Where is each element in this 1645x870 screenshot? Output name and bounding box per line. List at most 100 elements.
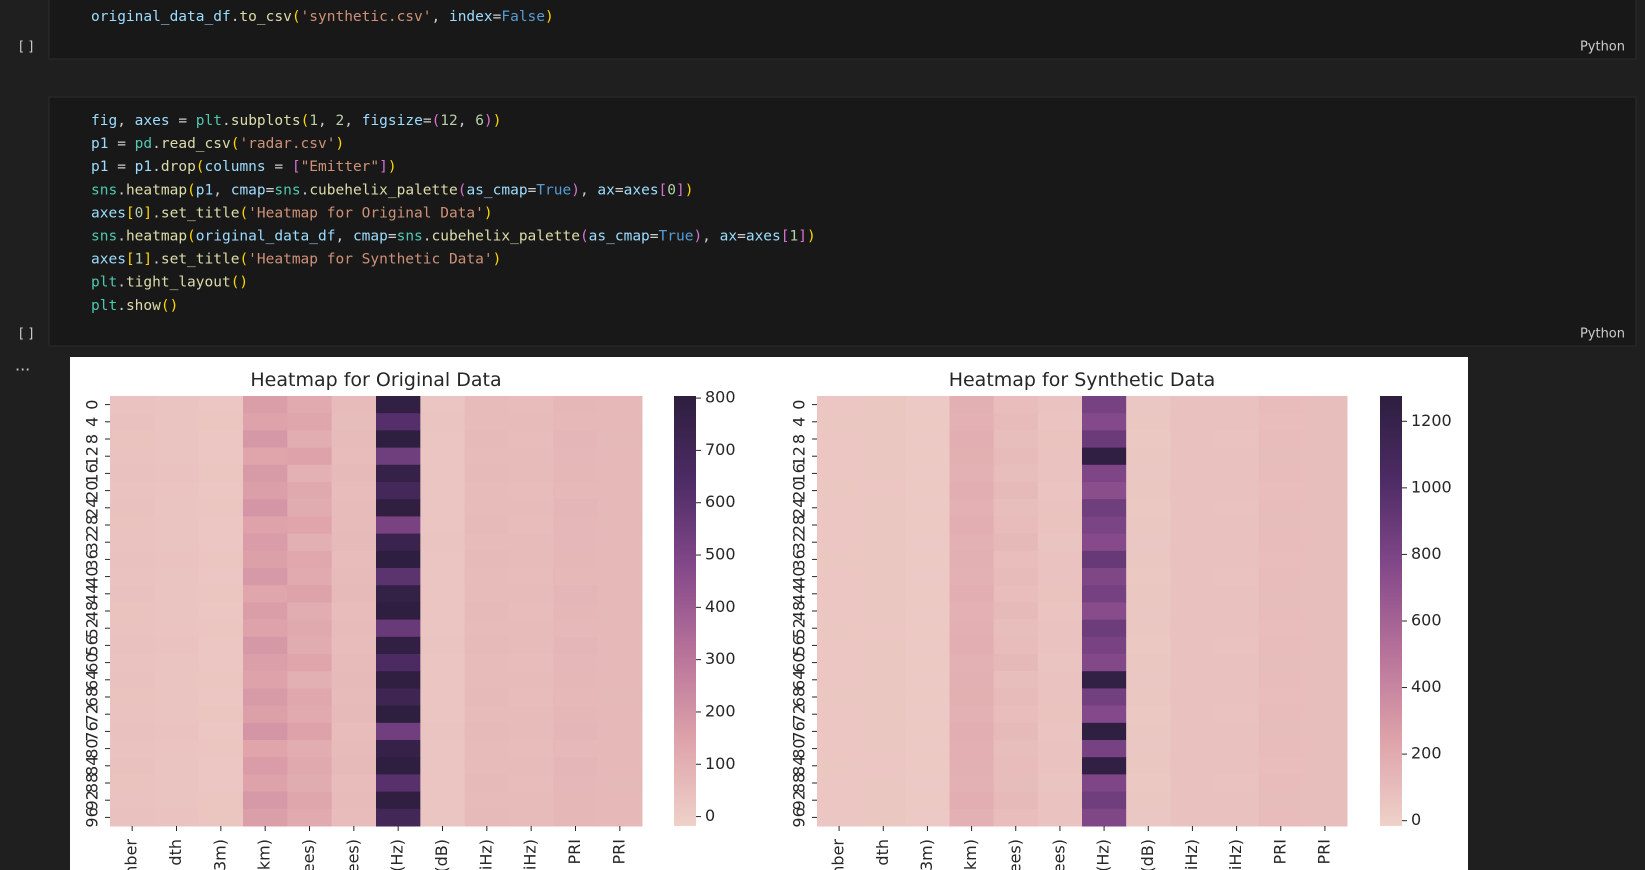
- heatmap-cell: [154, 774, 200, 793]
- y-tick-label: 48: [83, 601, 102, 621]
- heatmap-cell: [1082, 619, 1127, 638]
- heatmap-cell: [243, 757, 288, 775]
- language-label[interactable]: Python: [1580, 40, 1625, 55]
- code-token: =: [108, 159, 134, 175]
- heatmap-cell: [331, 550, 377, 569]
- heatmap-cell: [1082, 447, 1127, 466]
- heatmap-cell: [817, 808, 862, 827]
- heatmap-cell: [509, 654, 554, 672]
- run-label[interactable]: [ ]: [19, 40, 33, 55]
- heatmap-cell: [1126, 413, 1171, 431]
- heatmap-cell: [861, 396, 906, 414]
- heatmap-cell: [110, 516, 155, 535]
- heatmap-cell: [154, 396, 200, 414]
- heatmap-cell: [420, 654, 466, 672]
- heatmap-cell: [376, 568, 421, 586]
- heatmap-cell: [376, 499, 421, 517]
- heatmap-cell: [464, 550, 510, 569]
- heatmap-cell: [243, 705, 288, 724]
- heatmap-cell: [509, 464, 554, 483]
- colorbar-tick-label: 0: [1411, 810, 1421, 829]
- heatmap-cell: [949, 482, 995, 500]
- heatmap-cell: [287, 447, 333, 466]
- y-tick-label: 76: [790, 721, 809, 741]
- heatmap-cell: [1082, 568, 1127, 586]
- heatmap-cell: [1302, 722, 1348, 741]
- code-cell[interactable]: [48, 96, 1637, 347]
- heatmap-cell: [861, 688, 906, 707]
- heatmap-cell: [509, 671, 554, 689]
- code-token: [: [292, 159, 301, 175]
- heatmap-cell: [198, 722, 244, 741]
- output-menu[interactable]: ...: [15, 356, 30, 375]
- y-tick-label: 84: [790, 756, 809, 776]
- heatmap-cell: [905, 550, 950, 569]
- heatmap-cell: [597, 585, 643, 603]
- y-tick-label: 88: [790, 773, 809, 793]
- code-token: drop: [161, 159, 196, 175]
- code-token: heatmap: [126, 182, 187, 198]
- heatmap-cell: [243, 482, 288, 500]
- heatmap-cell: [420, 550, 466, 569]
- heatmap-cell: [1170, 740, 1215, 758]
- run-label[interactable]: [ ]: [19, 327, 33, 342]
- heatmap-cell: [817, 602, 862, 621]
- y-tick-label: 20: [790, 480, 809, 500]
- heatmap-cell: [376, 671, 421, 689]
- heatmap-cell: [110, 671, 155, 689]
- code-token: ): [388, 159, 397, 175]
- heatmap-cell: [597, 740, 643, 758]
- heatmap-cell: [905, 636, 950, 655]
- heatmap-cell: [110, 757, 155, 775]
- heatmap-cell: [198, 585, 244, 603]
- x-tick-label: iHz): [1182, 839, 1201, 870]
- heatmap-cell: [198, 688, 244, 707]
- code-token: show: [126, 298, 161, 314]
- heatmap-cell: [509, 688, 554, 707]
- code-token: ,: [318, 113, 335, 129]
- heatmap-cell: [464, 602, 510, 621]
- heatmap-cell: [949, 585, 995, 603]
- y-tick-label: 40: [83, 566, 102, 586]
- heatmap-cell: [553, 516, 599, 535]
- heatmap-cell: [1082, 482, 1127, 500]
- code-token: .: [152, 205, 161, 221]
- code-token: 2: [336, 113, 345, 129]
- heatmap-cell: [949, 740, 995, 758]
- heatmap-cell: [553, 705, 599, 724]
- heatmap-cell: [287, 619, 333, 638]
- language-label[interactable]: Python: [1580, 327, 1625, 342]
- heatmap-cell: [110, 430, 155, 449]
- code-token: (: [187, 229, 196, 245]
- heatmap-cell: [1126, 688, 1171, 707]
- heatmap-cell: [1170, 499, 1215, 517]
- heatmap-cell: [1214, 740, 1260, 758]
- heatmap-cell: [331, 636, 377, 655]
- code-token: set_title: [161, 252, 240, 268]
- heatmap-cell: [420, 396, 466, 414]
- y-tick-label: 92: [790, 790, 809, 810]
- heatmap-cell: [861, 464, 906, 483]
- heatmap-cell: [597, 705, 643, 724]
- code-token: .: [423, 229, 432, 245]
- heatmap-cell: [509, 602, 554, 621]
- heatmap-cell: [553, 430, 599, 449]
- heatmap-cell: [949, 413, 995, 431]
- heatmap-cell: [154, 619, 200, 638]
- heatmap-cell: [287, 671, 333, 689]
- heatmap-cell: [1302, 688, 1348, 707]
- heatmap-cell: [949, 791, 995, 810]
- heatmap-cell: [553, 602, 599, 621]
- heatmap-cell: [949, 688, 995, 707]
- heatmap-cell: [1126, 533, 1171, 552]
- code-line: original_data_df.to_csv('synthetic.csv',…: [91, 9, 554, 25]
- heatmap-cell: [509, 585, 554, 603]
- code-cell[interactable]: [48, 0, 1637, 60]
- code-token: columns: [205, 159, 266, 175]
- heatmap-cell: [861, 585, 906, 603]
- code-line: plt.tight_layout(): [91, 275, 248, 291]
- heatmap-cell: [817, 671, 862, 689]
- heatmap-cell: [1258, 757, 1304, 775]
- heatmap-cell: [1037, 722, 1083, 741]
- code-token: p1: [91, 136, 108, 152]
